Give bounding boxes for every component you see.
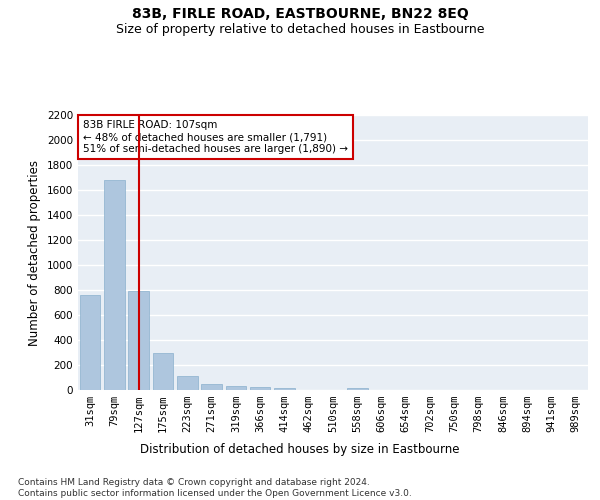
Bar: [274, 388, 295, 390]
Text: Contains HM Land Registry data © Crown copyright and database right 2024.
Contai: Contains HM Land Registry data © Crown c…: [18, 478, 412, 498]
Bar: [80, 295, 100, 390]
Text: Distribution of detached houses by size in Eastbourne: Distribution of detached houses by size …: [140, 442, 460, 456]
Bar: [347, 388, 368, 390]
Bar: [177, 376, 197, 390]
Bar: [104, 180, 125, 390]
Bar: [201, 384, 222, 390]
Text: 83B, FIRLE ROAD, EASTBOURNE, BN22 8EQ: 83B, FIRLE ROAD, EASTBOURNE, BN22 8EQ: [131, 8, 469, 22]
Text: 83B FIRLE ROAD: 107sqm
← 48% of detached houses are smaller (1,791)
51% of semi-: 83B FIRLE ROAD: 107sqm ← 48% of detached…: [83, 120, 348, 154]
Bar: [128, 291, 149, 390]
Y-axis label: Number of detached properties: Number of detached properties: [28, 160, 41, 346]
Text: Size of property relative to detached houses in Eastbourne: Size of property relative to detached ho…: [116, 22, 484, 36]
Bar: [152, 352, 173, 390]
Bar: [250, 387, 271, 390]
Bar: [226, 386, 246, 390]
